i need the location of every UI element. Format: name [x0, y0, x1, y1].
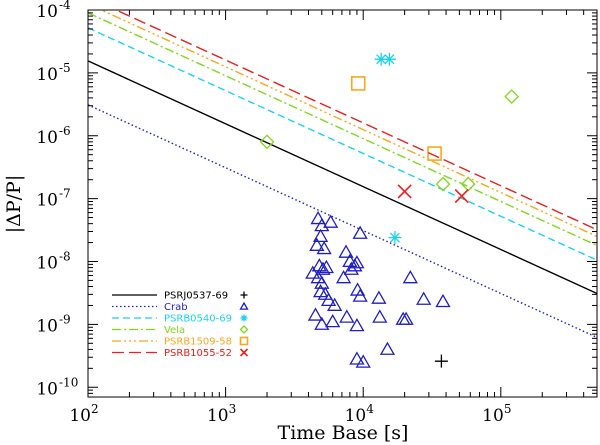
series-crab [88, 104, 597, 368]
x-tick-label: 102 [69, 402, 98, 426]
x-axis-title: Time Base [s] [278, 422, 409, 444]
asterisk-marker [240, 314, 248, 322]
asterisk-marker [388, 231, 402, 245]
axis-ticks [87, 9, 598, 397]
triangle-marker [372, 309, 388, 323]
asterisk-marker [382, 52, 396, 66]
triangle-marker [402, 270, 418, 284]
triangle-marker [352, 225, 368, 239]
triangle-marker [323, 214, 339, 228]
plus-marker [434, 354, 448, 368]
triangle-marker [239, 301, 249, 310]
triangle-marker [307, 307, 324, 321]
legend-label: PSRJ0537-69 [164, 291, 228, 302]
legend-label: PSRB1509-58 [164, 337, 232, 348]
triangle-marker [349, 255, 365, 269]
series-psrb0540-69 [88, 27, 597, 261]
triangle-marker [416, 291, 432, 305]
triangle-marker [327, 297, 343, 311]
series-vela [88, 12, 597, 247]
triangle-marker [314, 217, 330, 232]
series-line [88, 60, 597, 295]
y-tick-exponent: -9 [59, 312, 71, 326]
triangle-marker [309, 237, 325, 251]
triangle-marker [355, 354, 371, 368]
y-tick-exponent: -8 [59, 250, 71, 264]
triangle-marker [318, 259, 335, 274]
y-tick-label: 10 [36, 379, 58, 399]
diamond-marker [239, 325, 249, 334]
legend: PSRJ0537-69CrabPSRB0540-69VelaPSRB1509-5… [112, 291, 249, 359]
y-tick-exponent: -7 [59, 187, 71, 201]
diamond-marker [259, 134, 275, 150]
square-marker [350, 76, 366, 91]
triangle-marker [314, 316, 330, 330]
triangle-marker [371, 290, 387, 304]
triangle-marker [379, 341, 396, 355]
y-tick-exponent: -4 [59, 0, 71, 12]
triangle-marker [320, 292, 337, 307]
legend-label: Vela [164, 325, 185, 336]
square-marker [427, 146, 442, 161]
series-line [88, 104, 597, 339]
triangle-marker [349, 317, 365, 332]
y-tick-label: 10 [36, 316, 58, 336]
legend-label: Crab [164, 302, 188, 313]
triangle-marker [435, 293, 451, 308]
series-line [114, 10, 597, 231]
series-line [88, 27, 597, 261]
cross-marker [397, 184, 412, 199]
triangle-marker [311, 258, 327, 272]
asterisk-marker [374, 52, 388, 66]
triangle-marker [349, 351, 365, 365]
triangle-marker [339, 309, 355, 323]
y-tick-label: 10 [36, 191, 58, 211]
y-tick-exponent: -6 [59, 124, 71, 138]
diamond-marker [504, 89, 520, 104]
triangle-marker [352, 288, 368, 302]
x-tick-label: 105 [482, 402, 511, 426]
series-line [88, 12, 597, 247]
triangle-marker [335, 270, 352, 284]
y-tick-label: 10 [36, 65, 58, 85]
data-series [88, 10, 597, 368]
triangle-marker [316, 240, 332, 255]
series-psrb1055-52 [114, 10, 597, 231]
series-line [99, 10, 597, 238]
series-psrj0537-69 [88, 60, 597, 368]
triangle-marker [398, 311, 414, 325]
triangle-marker [312, 228, 329, 243]
plus-marker [240, 291, 248, 299]
plot-frame [87, 9, 598, 398]
legend-label: PSRB1055-52 [164, 348, 232, 359]
series-psrb1509-58 [99, 10, 597, 238]
triangle-marker [338, 244, 354, 258]
y-axis-title: |ΔP/P| [3, 175, 25, 234]
square-marker [239, 336, 249, 346]
triangle-marker [343, 261, 359, 275]
y-tick-label: 10 [36, 254, 58, 274]
y-tick-exponent: -10 [59, 375, 78, 389]
triangle-marker [310, 210, 326, 225]
triangle-marker [315, 261, 331, 275]
triangle-marker [325, 313, 341, 328]
cross-marker [454, 188, 469, 204]
x-tick-label: 104 [345, 402, 375, 426]
triangle-marker [305, 265, 321, 279]
cross-marker [239, 348, 249, 357]
y-tick-label: 10 [36, 128, 58, 148]
legend-label: PSRB0540-69 [164, 314, 232, 325]
diamond-marker [460, 176, 476, 192]
x-tick-label: 103 [207, 402, 236, 426]
y-tick-label: 10 [36, 2, 58, 22]
y-tick-exponent: -5 [59, 61, 71, 75]
diamond-marker [435, 176, 451, 192]
